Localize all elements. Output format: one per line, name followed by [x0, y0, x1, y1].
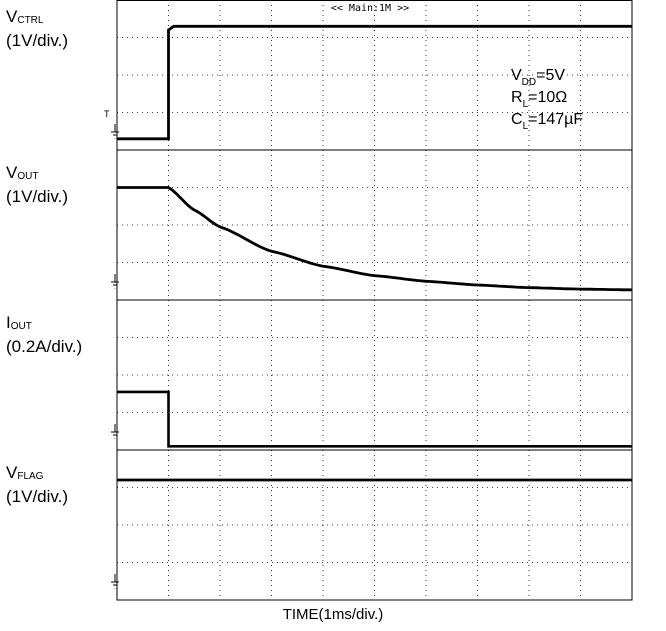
plot-frame	[116, 0, 633, 601]
channel-label-vout: VOUT (1V/div.)	[6, 163, 69, 206]
channel-label-vctrl: VCTRL (1V/div.)	[6, 7, 69, 50]
ground-icon	[111, 574, 119, 589]
condition-vdd: VDD=5V	[511, 67, 566, 89]
header-label: << Main:1M >>	[331, 3, 409, 14]
channel-label-iout: IOUT (0.2A/div.)	[6, 313, 83, 356]
ground-icon	[111, 424, 119, 439]
condition-cl: CL=147µF	[511, 111, 584, 133]
channel-label-vflag: VFLAG (1V/div.)	[6, 463, 69, 506]
waveform-traces	[117, 24, 633, 482]
trace-iout	[117, 390, 632, 448]
time-axis-label: TIME(1ms/div.)	[282, 606, 384, 623]
ground-icon	[111, 274, 119, 289]
trigger-marker: T	[104, 109, 110, 119]
trace-vctrl	[117, 24, 632, 141]
trace-vout	[117, 186, 633, 292]
plot-grid	[116, 0, 633, 601]
condition-rl: RL=10Ω	[511, 89, 568, 111]
ground-icon	[111, 124, 119, 139]
ground-markers	[111, 124, 119, 589]
